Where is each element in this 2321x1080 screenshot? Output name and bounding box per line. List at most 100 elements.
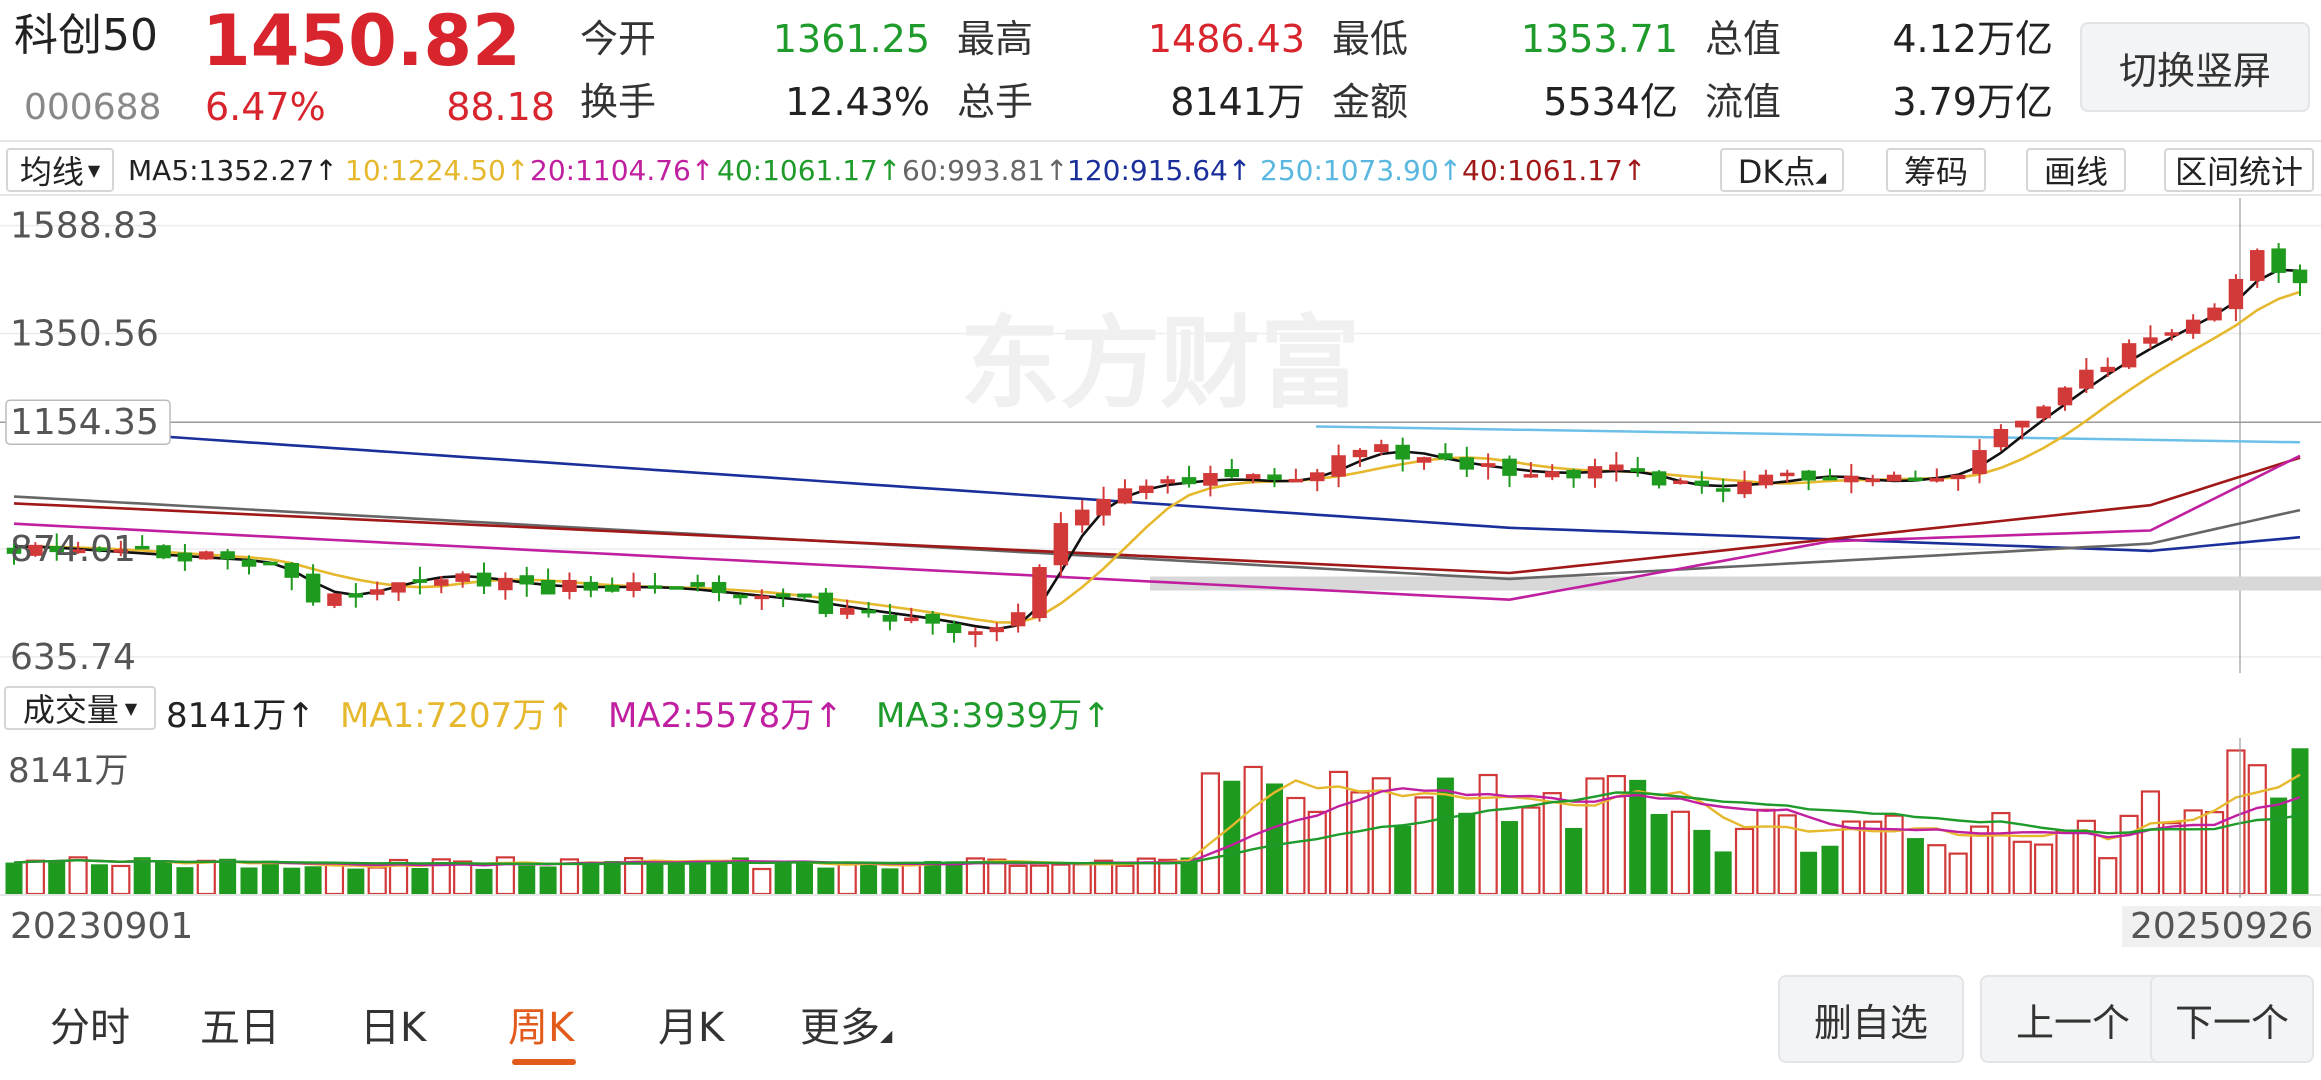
candlestick-chart[interactable]: 东方财富 1588.83 1350.56 1154.35 874.01 635.74 <box>0 198 2321 673</box>
candle <box>1715 488 1731 492</box>
volume-bar <box>1693 829 1711 894</box>
volume-bar <box>1394 825 1412 894</box>
price-axis-label: 874.01 <box>10 529 136 570</box>
amount-value: 5534亿 <box>1543 80 1678 124</box>
volume-bar <box>176 867 194 894</box>
candle <box>562 579 577 592</box>
ma-line <box>13 454 2301 602</box>
candle <box>1010 612 1026 627</box>
candle <box>1438 453 1453 460</box>
volume-bar <box>2012 840 2032 896</box>
candle <box>1758 474 1774 486</box>
volume-bar <box>1521 806 1541 896</box>
candle <box>2143 337 2158 344</box>
remove-watchlist-button[interactable]: 删自选 <box>1778 975 1964 1063</box>
quote-header: 科创50 1450.82 000688 6.47% 88.18 今开 1361.… <box>0 0 2321 135</box>
volume-ma1: MA1:7207万↑ <box>340 696 575 736</box>
low-value: 1353.71 <box>1520 17 1678 61</box>
volume-bar <box>1200 772 1221 896</box>
candle <box>2015 420 2030 428</box>
ma250-segment <box>1315 425 2301 444</box>
dk-point-button[interactable]: DK点 ◢ <box>1720 148 1844 192</box>
candle <box>1651 471 1667 486</box>
candle <box>220 551 235 560</box>
candle <box>754 595 770 600</box>
candle <box>156 545 171 559</box>
volume-bar <box>68 856 88 896</box>
volume-bar <box>1863 820 1883 896</box>
candle <box>2079 369 2094 389</box>
volume-bar <box>1414 796 1434 896</box>
turnover-label: 换手 <box>580 80 657 124</box>
tab-daily-k[interactable]: 日K <box>360 1005 427 1051</box>
volume-bar <box>945 861 963 894</box>
volume-bar <box>240 867 258 894</box>
candle <box>1309 472 1325 482</box>
volume-bar <box>5 862 23 894</box>
volume-axis-label: 8141万 <box>8 751 129 791</box>
candle <box>434 579 449 586</box>
range-stats-button[interactable]: 区间统计 <box>2164 148 2314 192</box>
volume-bar <box>752 867 772 896</box>
candle <box>2292 269 2308 284</box>
candle <box>818 592 834 615</box>
volume-bar <box>518 865 536 894</box>
volume-bar <box>1093 859 1114 896</box>
tab-more[interactable]: 更多◢ <box>800 995 892 1053</box>
volume-bar <box>2291 748 2309 894</box>
next-button[interactable]: 下一个 <box>2150 975 2314 1063</box>
chip-button[interactable]: 筹码 <box>1886 148 1986 192</box>
volume-bar <box>1948 852 1968 896</box>
candle <box>669 586 684 590</box>
tab-weekly-k[interactable]: 周K <box>508 1005 575 1051</box>
open-value: 1361.25 <box>772 17 930 61</box>
previous-button[interactable]: 上一个 <box>1980 975 2166 1063</box>
candle <box>647 585 663 589</box>
volume-bar <box>1051 863 1071 896</box>
volume-bar <box>901 863 921 896</box>
toggle-portrait-button[interactable]: 切换竖屏 <box>2080 22 2310 112</box>
tab-five-day[interactable]: 五日 <box>200 1005 280 1051</box>
candle <box>1972 450 1987 475</box>
candle <box>1352 449 1368 458</box>
candle <box>1950 474 1966 480</box>
candle <box>1544 471 1560 478</box>
volume-bar <box>539 866 557 894</box>
candle <box>28 544 43 556</box>
volume-chart[interactable]: 8141万 <box>0 738 2321 898</box>
candle <box>1224 468 1240 478</box>
volume-bar <box>367 866 387 896</box>
volume-bar <box>1350 791 1370 896</box>
candle <box>861 609 876 614</box>
candle <box>6 547 22 554</box>
open-label: 今开 <box>580 17 657 61</box>
volume-bar <box>710 859 728 894</box>
candle <box>1523 474 1539 478</box>
candle <box>925 613 940 624</box>
candle <box>1587 466 1603 479</box>
candle <box>476 572 492 587</box>
index-name: 科创50 <box>14 10 158 61</box>
volume-bar <box>2270 797 2288 894</box>
volume-bar <box>453 860 473 896</box>
candle <box>2185 319 2201 334</box>
draw-line-button[interactable]: 画线 <box>2026 148 2126 192</box>
candle <box>1737 481 1752 495</box>
volume-bar <box>1115 864 1135 896</box>
volume-bar <box>2098 857 2118 896</box>
start-date: 20230901 <box>10 906 194 947</box>
candle <box>2164 332 2180 336</box>
volume-bar <box>1800 851 1818 894</box>
volume-bar <box>219 858 237 894</box>
tab-intraday[interactable]: 分时 <box>50 1005 130 1051</box>
ma-item: MA5:1352.27↑ <box>128 154 338 187</box>
volume-bar <box>155 861 173 894</box>
ma-selector[interactable]: 均线 ▼ <box>6 148 114 192</box>
candle <box>113 549 129 553</box>
candle <box>241 559 257 567</box>
tab-monthly-k[interactable]: 月K <box>658 1005 725 1051</box>
volume-selector[interactable]: 成交量 ▼ <box>4 686 156 730</box>
volume-bar <box>582 863 600 894</box>
corner-triangle-icon: ◢ <box>1815 170 1827 186</box>
volume-bar <box>1158 858 1178 896</box>
